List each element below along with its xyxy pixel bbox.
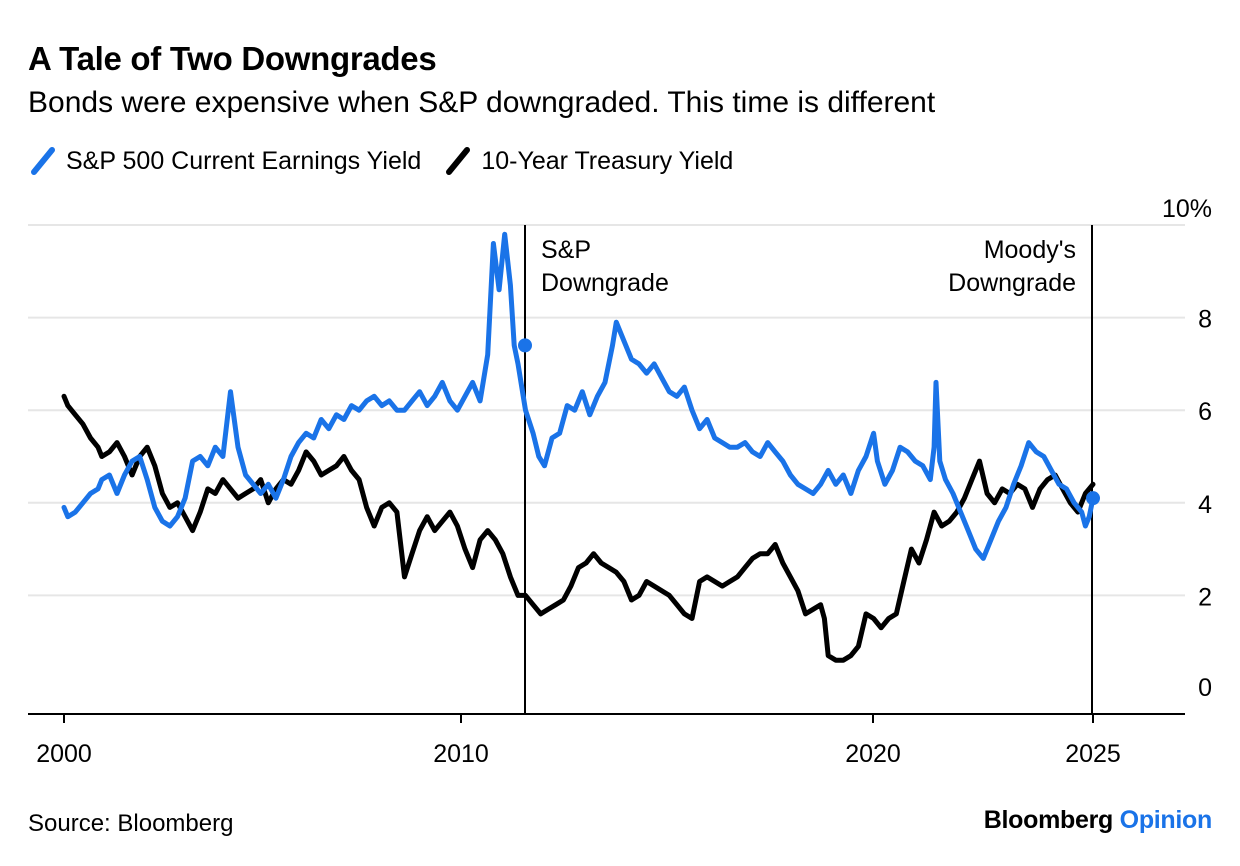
y-tick-label: 10% [1162,195,1212,223]
y-tick-label: 2 [1198,583,1212,611]
annotation-marker [518,338,532,353]
chart-title: A Tale of Two Downgrades [28,40,437,77]
annotation-text: Downgrade [541,269,669,297]
x-tick-label: 2025 [1065,740,1121,768]
brand-part2: Opinion [1119,806,1213,834]
legend-label-earnings: S&P 500 Current Earnings Yield [66,146,422,175]
legend: S&P 500 Current Earnings Yield 10-Year T… [28,146,755,176]
y-tick-label: 4 [1198,491,1212,519]
y-tick-label: 6 [1198,398,1212,426]
annotation-text: S&P [541,236,591,264]
chart-subtitle: Bonds were expensive when S&P downgraded… [28,86,936,119]
y-tick-label: 0 [1198,674,1212,702]
brand-part1: Bloomberg [983,806,1114,834]
source-note: Source: Bloomberg [28,810,234,837]
y-tick-label: 8 [1198,306,1212,334]
x-tick-label: 2010 [433,740,489,768]
x-tick-label: 2020 [845,740,901,768]
series-end-marker [1086,491,1100,506]
legend-label-treasury: 10-Year Treasury Yield [481,146,734,175]
x-tick-label: 2000 [36,740,92,768]
legend-swatch-treasury-icon [446,147,471,175]
legend-swatch-earnings-icon [31,147,55,175]
brand-logo: Bloomberg Opinion [983,806,1213,835]
annotation-text: Moody's [984,236,1076,264]
series-line-earnings [61,231,1096,561]
annotation-text: Downgrade [948,269,1076,297]
legend-item-treasury: 10-Year Treasury Yield [443,146,733,176]
series-line-treasury [61,393,1096,663]
legend-item-earnings: S&P 500 Current Earnings Yield [28,146,421,176]
